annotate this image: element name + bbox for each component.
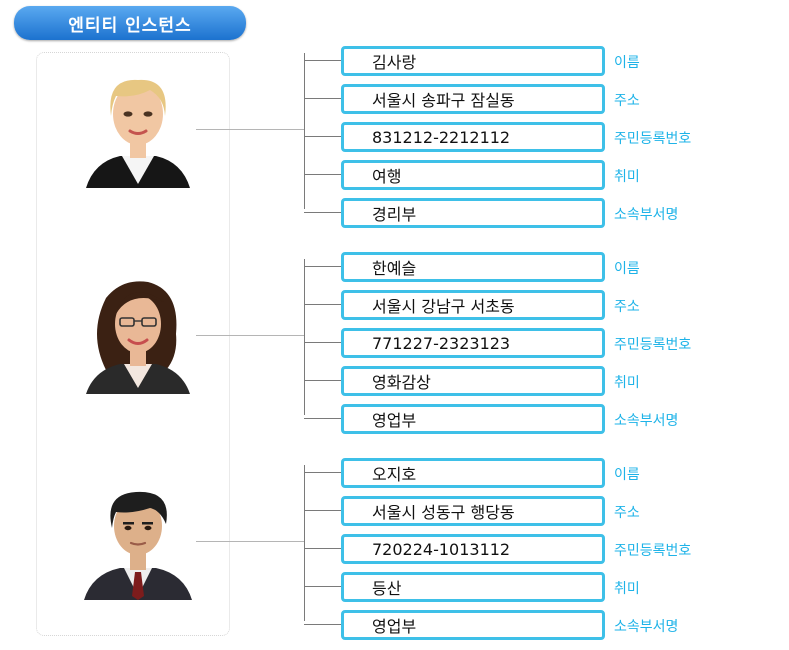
attribute-row-department: 영업부 소속부서명 bbox=[0, 404, 789, 434]
attribute-row-hobby: 등산 취미 bbox=[0, 572, 789, 602]
brunette-woman-with-glasses-avatar bbox=[86, 281, 190, 394]
attribute-label: 소속부서명 bbox=[614, 207, 679, 223]
entity-connector-line bbox=[196, 541, 304, 542]
attribute-row-name: 한예슬 이름 bbox=[0, 252, 789, 282]
attribute-value-box: 771227-2323123 bbox=[341, 328, 605, 358]
attribute-label: 주소 bbox=[614, 299, 640, 315]
attribute-tick-line bbox=[304, 510, 341, 511]
man-in-suit-avatar bbox=[84, 491, 192, 600]
attribute-row-department: 경리부 소속부서명 bbox=[0, 198, 789, 228]
attribute-tick-line bbox=[304, 266, 341, 267]
attribute-value-box: 서울시 송파구 잠실동 bbox=[341, 84, 605, 114]
attribute-label: 이름 bbox=[614, 55, 640, 71]
attribute-label: 취미 bbox=[614, 581, 640, 597]
attribute-tick-line bbox=[304, 418, 341, 419]
attribute-value-box: 등산 bbox=[341, 572, 605, 602]
attribute-row-address: 서울시 성동구 행당동 주소 bbox=[0, 496, 789, 526]
attribute-row-resident-number: 720224-1013112 주민등록번호 bbox=[0, 534, 789, 564]
attribute-bracket-line bbox=[304, 259, 305, 415]
instances-frame bbox=[36, 52, 230, 636]
entity-connector-line bbox=[196, 129, 304, 130]
attribute-bracket-line bbox=[304, 465, 305, 621]
attribute-label: 소속부서명 bbox=[614, 413, 679, 429]
attribute-tick-line bbox=[304, 304, 341, 305]
attribute-value-box: 720224-1013112 bbox=[341, 534, 605, 564]
attribute-label: 취미 bbox=[614, 375, 640, 391]
attribute-label: 취미 bbox=[614, 169, 640, 185]
attribute-tick-line bbox=[304, 98, 341, 99]
attribute-row-name: 김사랑 이름 bbox=[0, 46, 789, 76]
attribute-value-box: 김사랑 bbox=[341, 46, 605, 76]
attribute-tick-line bbox=[304, 212, 341, 213]
attribute-label: 주민등록번호 bbox=[614, 131, 692, 147]
blonde-woman-avatar bbox=[86, 79, 190, 188]
attribute-row-resident-number: 771227-2323123 주민등록번호 bbox=[0, 328, 789, 358]
attribute-value-box: 서울시 강남구 서초동 bbox=[341, 290, 605, 320]
attribute-tick-line bbox=[304, 380, 341, 381]
diagram-title: 엔티티 인스턴스 bbox=[14, 6, 246, 40]
attribute-tick-line bbox=[304, 342, 341, 343]
attribute-tick-line bbox=[304, 624, 341, 625]
attribute-label: 소속부서명 bbox=[614, 619, 679, 635]
attribute-row-address: 서울시 송파구 잠실동 주소 bbox=[0, 84, 789, 114]
attribute-label: 이름 bbox=[614, 261, 640, 277]
attribute-value-box: 여행 bbox=[341, 160, 605, 190]
attribute-tick-line bbox=[304, 472, 341, 473]
attribute-label: 주소 bbox=[614, 505, 640, 521]
entity-connector-line bbox=[196, 335, 304, 336]
attribute-row-address: 서울시 강남구 서초동 주소 bbox=[0, 290, 789, 320]
attribute-row-name: 오지호 이름 bbox=[0, 458, 789, 488]
attribute-row-hobby: 여행 취미 bbox=[0, 160, 789, 190]
attribute-row-hobby: 영화감상 취미 bbox=[0, 366, 789, 396]
attribute-label: 주소 bbox=[614, 93, 640, 109]
attribute-value-box: 831212-2212112 bbox=[341, 122, 605, 152]
attribute-value-box: 영화감상 bbox=[341, 366, 605, 396]
attribute-value-box: 영업부 bbox=[341, 404, 605, 434]
attribute-label: 주민등록번호 bbox=[614, 543, 692, 559]
attribute-tick-line bbox=[304, 548, 341, 549]
attribute-tick-line bbox=[304, 586, 341, 587]
attribute-value-box: 경리부 bbox=[341, 198, 605, 228]
entity-instance-3: 오지호 이름 서울시 성동구 행당동 주소 720224-1013112 주민등… bbox=[0, 458, 789, 650]
attribute-value-box: 한예슬 bbox=[341, 252, 605, 282]
attribute-row-department: 영업부 소속부서명 bbox=[0, 610, 789, 640]
attribute-value-box: 오지호 bbox=[341, 458, 605, 488]
attribute-bracket-line bbox=[304, 53, 305, 209]
attribute-label: 주민등록번호 bbox=[614, 337, 692, 353]
attribute-value-box: 영업부 bbox=[341, 610, 605, 640]
entity-instance-1: 김사랑 이름 서울시 송파구 잠실동 주소 831212-2212112 주민등… bbox=[0, 46, 789, 238]
entity-instance-2: 한예슬 이름 서울시 강남구 서초동 주소 771227-2323123 주민등… bbox=[0, 252, 789, 444]
attribute-tick-line bbox=[304, 174, 341, 175]
attribute-value-box: 서울시 성동구 행당동 bbox=[341, 496, 605, 526]
attribute-row-resident-number: 831212-2212112 주민등록번호 bbox=[0, 122, 789, 152]
attribute-tick-line bbox=[304, 136, 341, 137]
attribute-tick-line bbox=[304, 60, 341, 61]
attribute-label: 이름 bbox=[614, 467, 640, 483]
